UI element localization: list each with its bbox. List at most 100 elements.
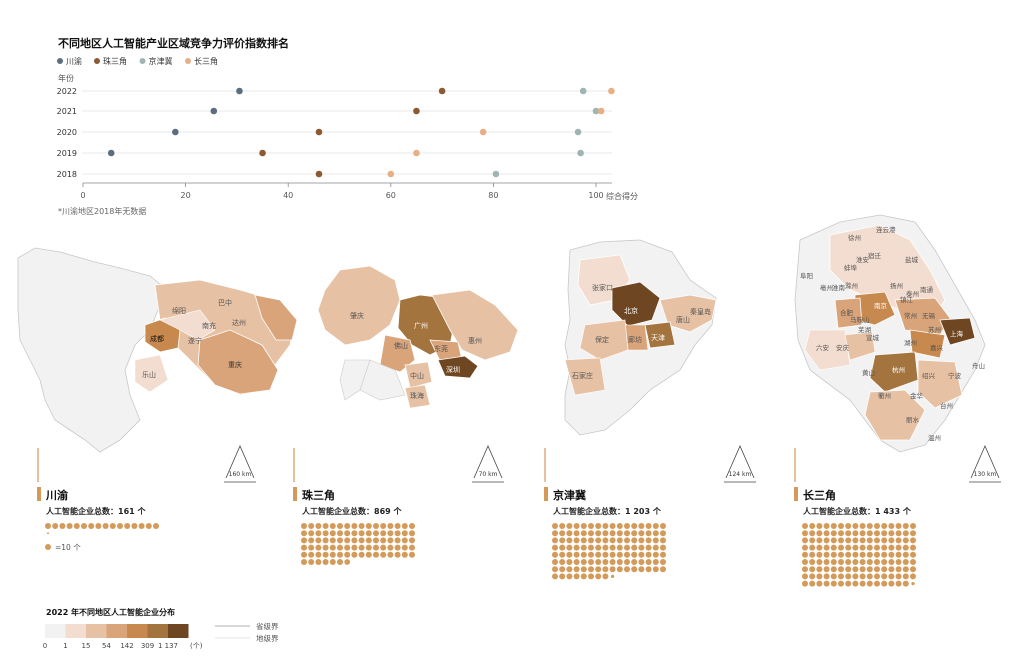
data-point (315, 128, 323, 136)
waffle-dot (387, 523, 394, 529)
waffle-dot (652, 551, 659, 558)
waffle-dot (660, 523, 666, 529)
waffle-dot (809, 566, 816, 573)
chart-legend: 川渝 珠三角 京津冀 长三角 (57, 56, 218, 66)
waffle-dot (809, 530, 816, 537)
waffle-dot (602, 537, 609, 544)
waffle-dot (645, 537, 652, 544)
waffle-dot (580, 559, 587, 565)
waffle-dot (337, 551, 343, 558)
region-total: 人工智能企业总数：1 203 个 (553, 506, 662, 516)
waffle-dot (874, 559, 880, 565)
waffle-dot (358, 523, 365, 529)
waffle-dot (59, 523, 66, 529)
waffle-dot (301, 530, 307, 537)
waffle-dot (631, 544, 638, 551)
waffle-dot (631, 530, 638, 537)
waffle-dot (301, 551, 307, 558)
waffle-dot (329, 559, 336, 565)
waffle-dot (552, 523, 558, 529)
waffle-dot (852, 530, 859, 537)
waffle-dot (552, 544, 558, 551)
waffle-dot (859, 544, 866, 551)
waffle-dot (895, 580, 902, 587)
waffle-dot (802, 530, 808, 537)
waffle-dot (881, 551, 888, 558)
waffle-dot (344, 530, 351, 537)
waffle-dot (566, 544, 573, 551)
waffle-dot (365, 544, 372, 551)
waffle-dot (852, 523, 859, 529)
legend-label: 川渝 (66, 56, 82, 66)
waffle-dot (881, 580, 888, 587)
waffle-dot (838, 523, 844, 529)
region-marker (794, 487, 798, 501)
waffle-dot (823, 544, 830, 551)
waffle-dot (559, 551, 566, 558)
waffle-dot (602, 566, 609, 573)
waffle-dot (588, 573, 594, 580)
waffle-dot (852, 559, 859, 565)
city-label: 珠海 (410, 391, 424, 400)
waffle-dot (588, 523, 594, 529)
waffle-dot (645, 523, 652, 529)
waffle-dot (660, 551, 666, 558)
x-tick-label: 100 (588, 191, 603, 200)
waffle-dot (102, 523, 109, 529)
waffle-dot (910, 537, 916, 544)
waffle-dot (573, 551, 580, 558)
waffle-dot (888, 573, 895, 580)
waffle-dot (145, 523, 152, 529)
x-tick-label: 80 (488, 191, 498, 200)
waffle-dot (866, 523, 873, 529)
region-total: 人工智能企业总数：1 433 个 (803, 506, 912, 516)
waffle-dot (322, 559, 329, 565)
waffle-dot (602, 530, 609, 537)
waffle-dot (874, 551, 880, 558)
data-point (608, 87, 615, 95)
waffle-dot (131, 523, 138, 529)
waffle-dot (823, 537, 830, 544)
waffle-dot (802, 523, 808, 529)
city-label: 湖州 (904, 338, 917, 347)
waffle-dot (559, 530, 566, 537)
waffle-dot (344, 551, 351, 558)
y-tick-label: 2020 (57, 128, 77, 137)
waffle-dot (47, 532, 49, 535)
map-legend-break: 15 (82, 642, 91, 650)
waffle-dot (874, 537, 880, 544)
waffle-dot (401, 530, 408, 537)
waffle-dot (859, 530, 866, 537)
waffle-dot (638, 523, 645, 529)
city-label: 绍兴 (922, 371, 936, 380)
waffle-dot (45, 523, 51, 529)
waffle-dot (902, 544, 909, 551)
waffle-dot (866, 580, 873, 587)
waffle-dot (52, 523, 59, 529)
city-label: 泰州 (906, 289, 919, 298)
city-label: 苏州 (928, 325, 941, 334)
waffle-dot (802, 566, 808, 573)
waffle-dot (910, 559, 916, 565)
waffle-dot (602, 573, 609, 580)
waffle-dot (301, 537, 307, 544)
legend-label: 京津冀 (149, 56, 173, 66)
waffle-dot (645, 551, 652, 558)
data-point (492, 170, 500, 178)
waffle-dot (881, 537, 888, 544)
waffle-dot (344, 559, 351, 565)
data-point (413, 107, 420, 115)
waffle-dot (609, 537, 616, 544)
waffle-dot (823, 573, 830, 580)
waffle-dot (153, 523, 159, 529)
legend-label: 长三角 (194, 56, 218, 66)
chart-title: 不同地区人工智能产业区域竞争力评价指数排名 (58, 36, 289, 50)
waffle-dot (595, 559, 602, 565)
city-label: 盐城 (905, 255, 919, 264)
waffle-dot (337, 544, 343, 551)
waffle-dot (344, 537, 351, 544)
data-point (597, 107, 605, 115)
waffle-dot (387, 530, 394, 537)
waffle-dot (859, 559, 866, 565)
